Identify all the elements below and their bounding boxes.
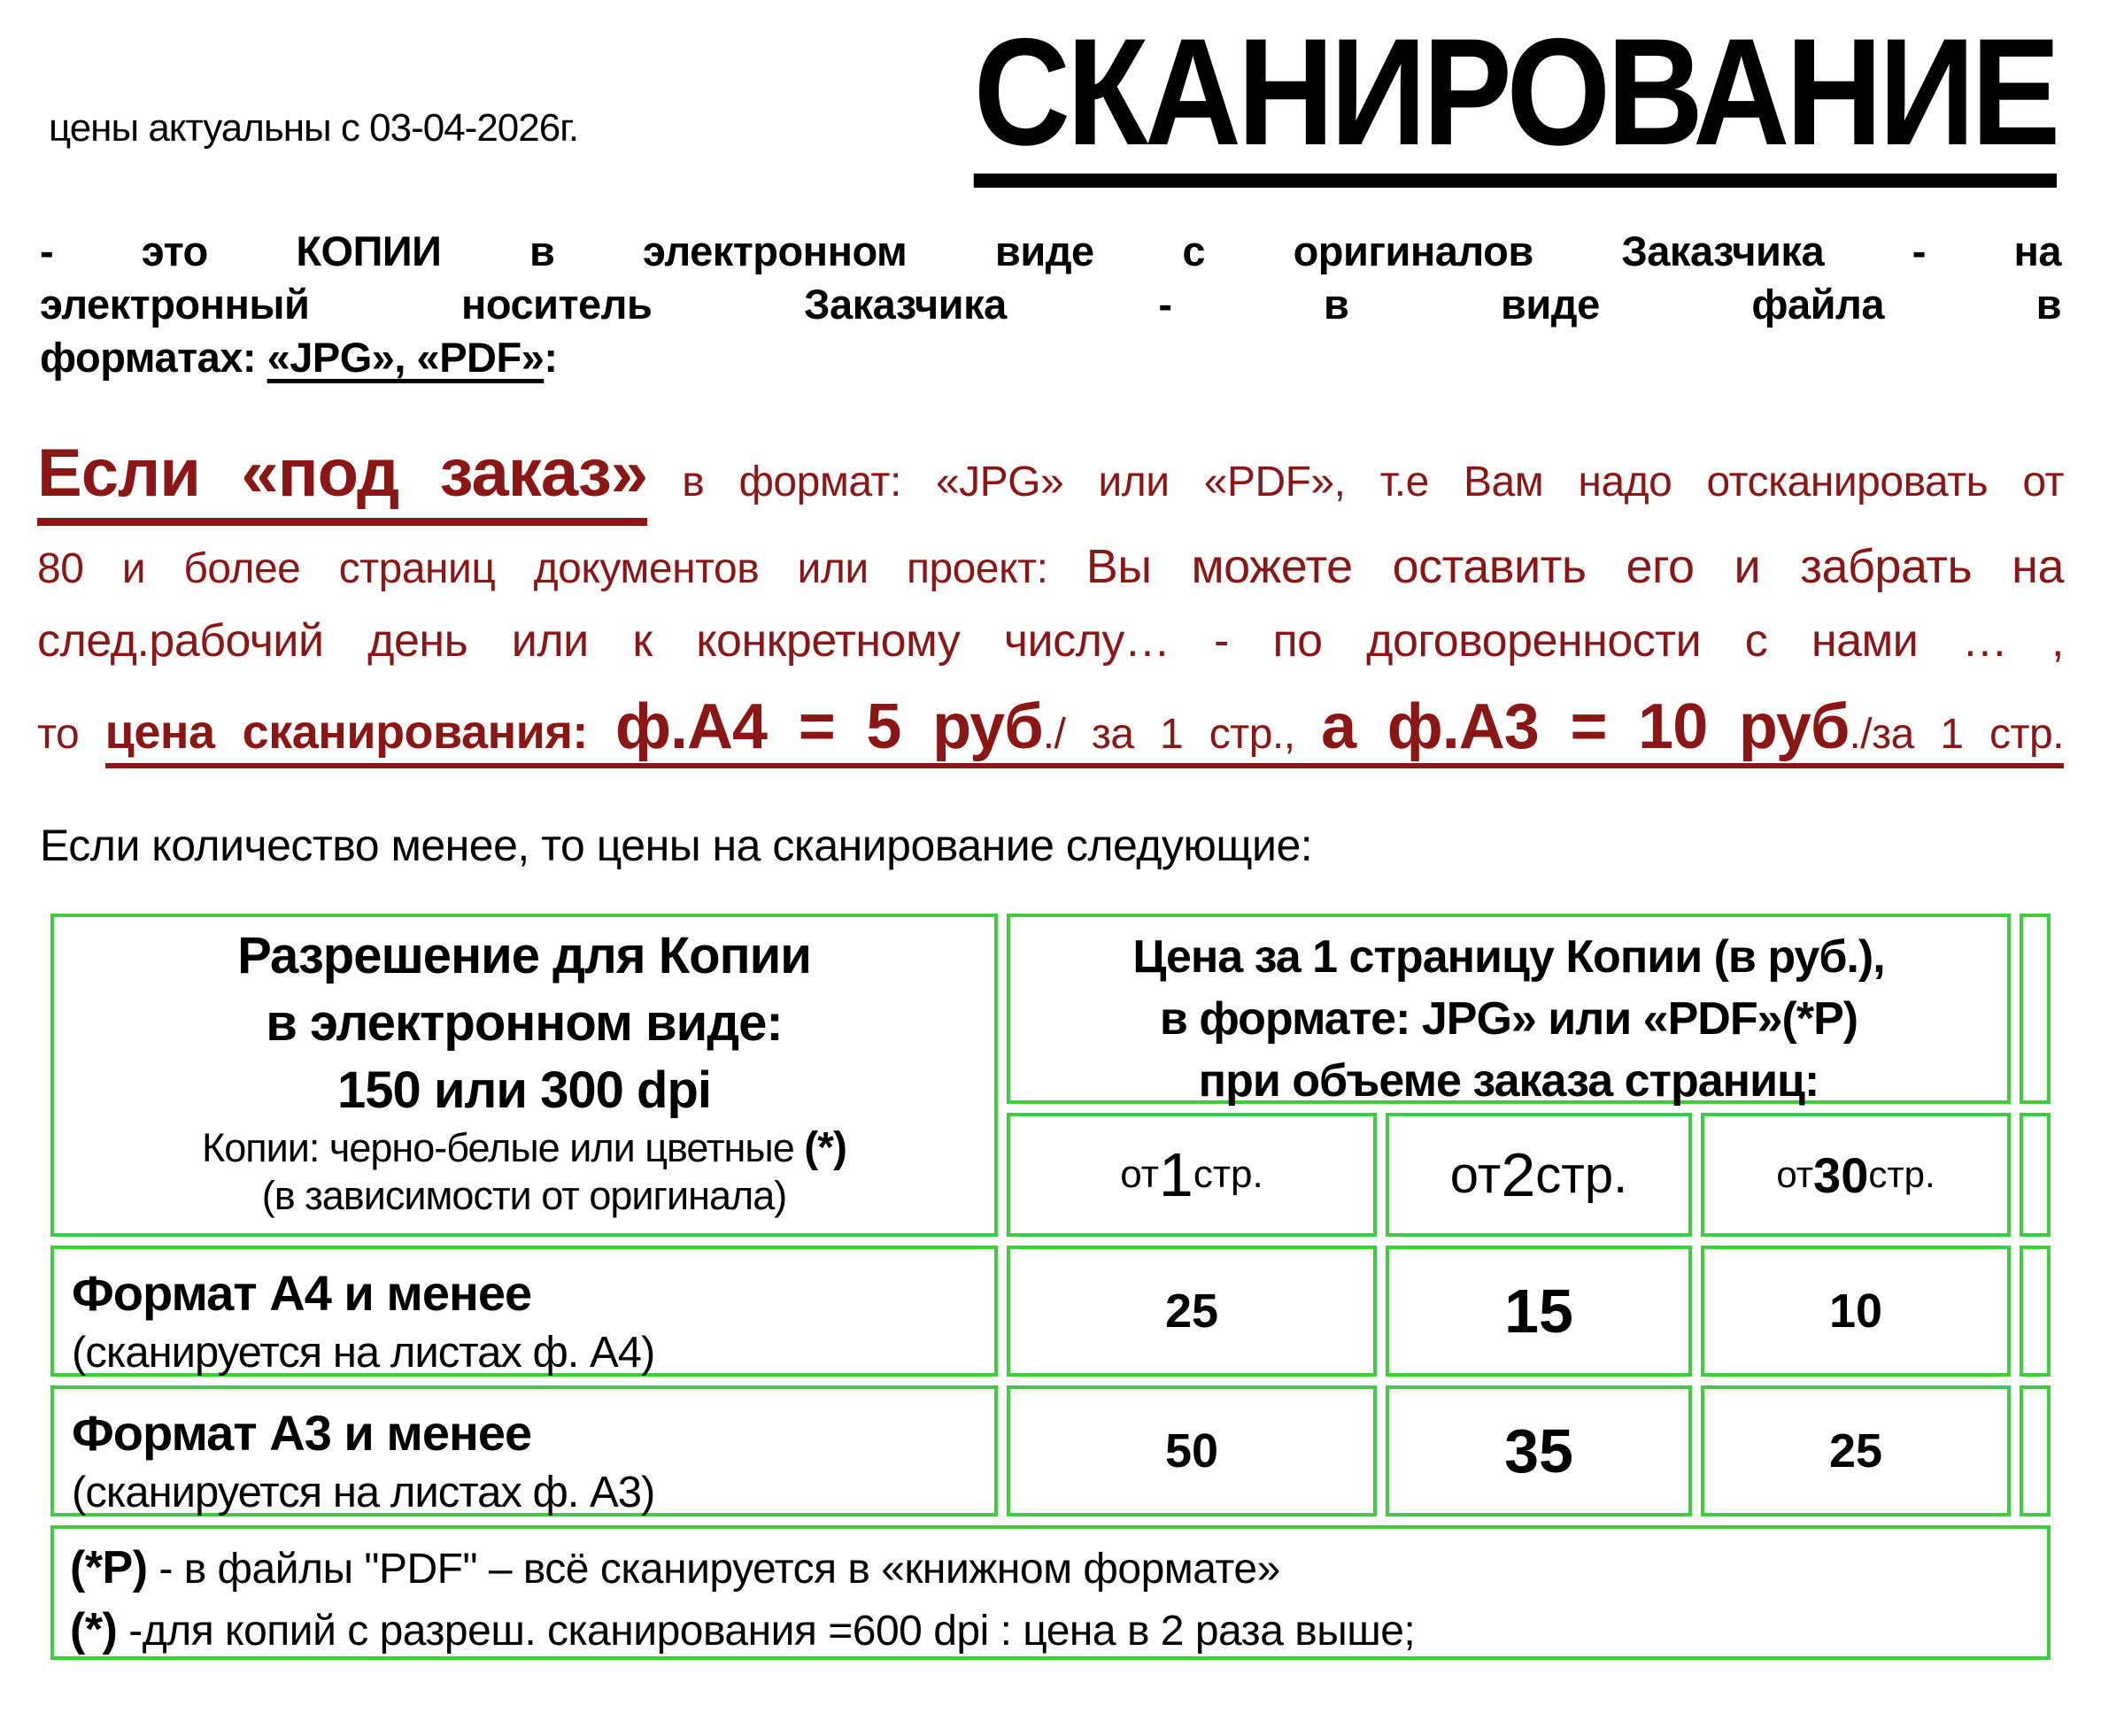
volume-column-from-30: от 30 стр.: [1701, 1113, 2011, 1238]
page-title: СКАНИРОВАНИЕ: [973, 16, 2060, 188]
intro-line-2: электронный носитель Заказчика - в виде …: [40, 281, 2062, 328]
price-a3-from-1: 50: [1007, 1385, 1377, 1517]
footnote-text-600dpi: -для копий с разреш. сканирования =600 d…: [117, 1608, 1416, 1655]
order-heading: Если «под заказ»: [37, 436, 648, 526]
volume-suffix: стр.: [1535, 1146, 1628, 1204]
price-a3-unit: ./за 1 стр.: [1849, 710, 2065, 758]
price-a4-unit: ./ за 1 стр.,: [1042, 710, 1322, 758]
order-line-3: след.рабочий день или к конкретному числ…: [37, 614, 2065, 667]
order-line-2-small: 80 и более страниц документов или проект…: [37, 544, 1086, 592]
footnote-mark-pdf: (*Р): [70, 1542, 148, 1594]
price-header-line-2: в формате: JPG» или «PDF»(*Р): [1159, 993, 1858, 1045]
volume-suffix: стр.: [1193, 1153, 1263, 1197]
footnotes-cell: (*Р) - в файлы "PDF" – всё сканируется в…: [50, 1525, 2051, 1662]
order-section: Если «под заказ» в формат: «JPG» или «PD…: [37, 430, 2065, 769]
order-price-prefix: то: [37, 710, 105, 758]
volume-prefix: от: [1449, 1146, 1502, 1204]
empty-cell: [2020, 1246, 2051, 1377]
format-a3-row-label: Формат А3 и менее (сканируется на листах…: [50, 1385, 998, 1517]
intro-line-3: форматах: «JPG», «PDF»:: [40, 331, 2061, 384]
resolution-header-line-2: в электронном виде:: [266, 994, 783, 1053]
price-a4-from-1: 25: [1007, 1246, 1377, 1377]
intro-formats-underlined: «JPG», «PDF»: [266, 334, 545, 381]
volume-prefix: от: [1776, 1153, 1814, 1196]
order-line-2-big: Вы можете оставить его и забрать на: [1085, 539, 2065, 593]
order-line-1: Если «под заказ» в формат: «JPG» или «PD…: [37, 430, 2064, 526]
resolution-header-line-3: 150 или 300 dpi: [336, 1061, 712, 1120]
empty-cell: [2020, 1113, 2051, 1238]
smaller-quantity-note: Если количество менее, то цены на сканир…: [40, 821, 1313, 871]
price-a3: а ф.А3 = 10 руб: [1321, 691, 1850, 762]
footnote-mark-600dpi: (*): [70, 1604, 118, 1656]
scanning-price-table: Разрешение для Копии в электронном виде:…: [50, 914, 2051, 1662]
resolution-header-line-4: Копии: черно-белые или цветные (*): [54, 1124, 994, 1172]
volume-column-from-2: от 2 стр.: [1386, 1113, 1692, 1238]
resolution-header-line-5: (в зависимости от оригинала): [261, 1173, 788, 1219]
volume-column-from-1: от 1 стр.: [1007, 1113, 1377, 1238]
format-a3-title: Формат А3 и менее: [72, 1405, 532, 1462]
order-line-2: 80 и более страниц документов или проект…: [37, 536, 2065, 598]
document-header: цены актуальны с 03-04-2026г. СКАНИРОВАН…: [0, 0, 2101, 188]
footnote-pdf: (*Р) - в файлы "PDF" – всё сканируется в…: [70, 1538, 2047, 1600]
empty-cell: [2020, 914, 2051, 1105]
price-header-line-1: Цена за 1 страницу Копии (в руб.),: [1132, 931, 1885, 984]
format-a4-subtitle: (сканируется на листах ф. А4): [72, 1329, 655, 1377]
resolution-header-cell: Разрешение для Копии в электронном виде:…: [50, 914, 998, 1238]
order-price-line: то цена сканирования: ф.А4 = 5 руб./ за …: [37, 686, 2065, 769]
asterisk-mark: (*): [804, 1124, 847, 1172]
order-price-underlined: цена сканирования: ф.А4 = 5 руб./ за 1 с…: [104, 691, 2065, 768]
volume-suffix: стр.: [1868, 1153, 1935, 1196]
price-header-line-3: при объеме заказа страниц:: [1198, 1055, 1820, 1107]
footnote-text-pdf: - в файлы "PDF" – всё сканируется в «кни…: [147, 1546, 1280, 1593]
footnote-600dpi: (*) -для копий с разреш. сканирования =6…: [70, 1600, 2047, 1662]
format-a4-row-label: Формат А4 и менее (сканируется на листах…: [50, 1246, 998, 1377]
intro-formats-prefix: форматах:: [40, 334, 267, 381]
price-header-cell: Цена за 1 страницу Копии (в руб.), в фор…: [1007, 914, 2011, 1107]
empty-cell: [2020, 1385, 2051, 1517]
intro-paragraph: - это КОПИИ в электронном виде с оригина…: [40, 225, 2062, 384]
price-a4: ф.А4 = 5 руб: [615, 691, 1044, 762]
price-a3-from-2: 35: [1386, 1385, 1692, 1517]
copies-type-text: Копии: черно-белые или цветные: [202, 1125, 805, 1171]
volume-prefix: от: [1120, 1153, 1159, 1197]
price-a4-from-30: 10: [1701, 1246, 2011, 1377]
price-a4-from-2: 15: [1386, 1246, 1692, 1377]
format-a4-title: Формат А4 и менее: [72, 1265, 532, 1322]
order-heading-rest: в формат: «JPG» или «PDF», т.е Вам надо …: [647, 459, 2064, 505]
price-validity-note: цены актуальны с 03-04-2026г.: [49, 106, 579, 150]
price-a3-from-30: 25: [1701, 1385, 2011, 1517]
intro-formats-suffix: :: [544, 334, 558, 381]
format-a3-subtitle: (сканируется на листах ф. А3): [72, 1469, 655, 1517]
intro-line-1: - это КОПИИ в электронном виде с оригина…: [40, 228, 2062, 274]
volume-number: 30: [1813, 1146, 1869, 1203]
resolution-header-line-1: Разрешение для Копии: [237, 927, 812, 985]
volume-number: 2: [1501, 1140, 1536, 1210]
volume-number: 1: [1158, 1140, 1193, 1210]
order-price-label: цена сканирования:: [104, 705, 616, 759]
